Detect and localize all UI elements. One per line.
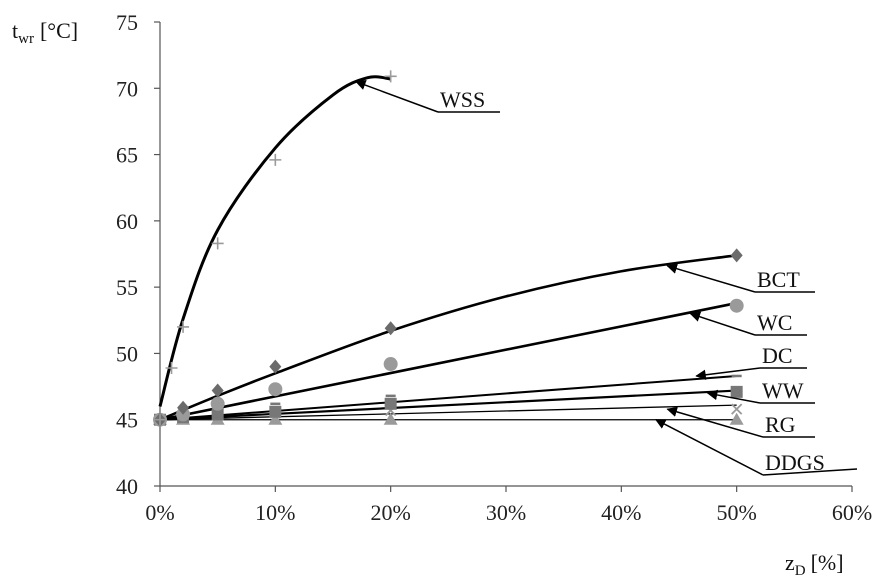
x-axis-label-main: z — [785, 550, 795, 575]
callout-arrow-bct — [666, 263, 756, 293]
trend-line-ww — [159, 389, 737, 421]
callout-arrow-ddgs — [655, 419, 764, 476]
data-point-bct — [177, 400, 190, 415]
data-point-bct — [269, 359, 282, 374]
data-point-wss — [177, 320, 190, 333]
data-point-wss — [211, 237, 224, 250]
callout-arrow-rg — [666, 406, 764, 438]
x-axis-ticks: 0% 10% 20% 30% 40% 50% 60% — [145, 486, 872, 525]
series-label-rg: RG — [765, 412, 796, 437]
x-tick-label: 30% — [486, 500, 526, 525]
series-label-bct: BCT — [757, 267, 800, 292]
y-axis-ticks: 40 45 50 55 60 65 70 75 — [116, 10, 160, 499]
y-axis-label-unit: [°C] — [40, 18, 78, 43]
y-axis-label-main: t — [12, 18, 18, 43]
trend-line-rg — [159, 404, 737, 421]
series-label-ddgs: DDGS — [765, 450, 825, 475]
y-tick-label: 40 — [116, 474, 138, 499]
callout-underline-ddgs — [762, 468, 858, 476]
data-point-wss — [384, 70, 397, 83]
x-tick-label: 60% — [832, 500, 872, 525]
series-label-ww: WW — [762, 378, 804, 403]
callout-arrow-ww — [706, 389, 761, 404]
x-tick-label: 20% — [371, 500, 411, 525]
data-point-wc — [729, 298, 744, 313]
data-point-wss — [154, 413, 166, 426]
data-point-ddgs — [383, 412, 398, 425]
y-tick-label: 50 — [116, 341, 138, 366]
data-point-bct — [730, 248, 743, 263]
data-point-ww — [730, 385, 743, 398]
trend-line-wc — [159, 301, 737, 421]
x-axis-label-unit: [%] — [811, 550, 844, 575]
plot-frame — [159, 22, 852, 487]
series-label-wss: WSS — [440, 87, 485, 112]
y-axis-label-sub: wr — [18, 31, 34, 47]
data-point-bct — [384, 321, 397, 336]
y-axis-label: twr [°C] — [12, 18, 78, 47]
y-tick-label: 70 — [116, 76, 138, 101]
x-tick-label: 40% — [601, 500, 641, 525]
data-point-wc — [268, 382, 283, 397]
data-point-wc — [383, 357, 398, 372]
trend-line-wss — [158, 75, 391, 407]
callout-arrow-dc — [695, 367, 761, 381]
series-callouts: WSS BCT WC DC WW RG DDGS — [355, 80, 858, 476]
data-point-rg — [731, 403, 743, 415]
data-points — [153, 70, 744, 427]
series-label-dc: DC — [762, 343, 793, 368]
data-point-ww — [384, 397, 397, 410]
y-tick-label: 45 — [116, 408, 138, 433]
callout-arrow-wss — [355, 80, 439, 113]
data-point-ddgs — [729, 412, 744, 425]
x-axis-label-sub: D — [795, 563, 806, 579]
x-tick-label: 10% — [255, 500, 295, 525]
trend-line-bct — [159, 254, 737, 421]
series-label-wc: WC — [757, 310, 792, 335]
data-point-ww — [269, 405, 282, 418]
y-tick-label: 65 — [116, 143, 138, 168]
data-point-ddgs — [268, 412, 283, 425]
callout-arrow-wc — [689, 311, 756, 336]
data-point-bct — [211, 383, 224, 398]
y-tick-label: 75 — [116, 10, 138, 35]
trend-lines — [158, 75, 737, 421]
data-point-wss — [165, 362, 178, 375]
x-tick-label: 50% — [717, 500, 757, 525]
y-tick-label: 55 — [116, 275, 138, 300]
x-tick-label: 0% — [145, 500, 174, 525]
data-point-wss — [269, 153, 282, 166]
trend-line-dc — [159, 374, 737, 421]
y-tick-label: 60 — [116, 209, 138, 234]
x-axis-label: zD [%] — [785, 550, 844, 579]
data-point-wc — [210, 396, 225, 411]
